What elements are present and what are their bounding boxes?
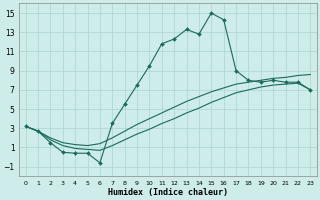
X-axis label: Humidex (Indice chaleur): Humidex (Indice chaleur) bbox=[108, 188, 228, 197]
